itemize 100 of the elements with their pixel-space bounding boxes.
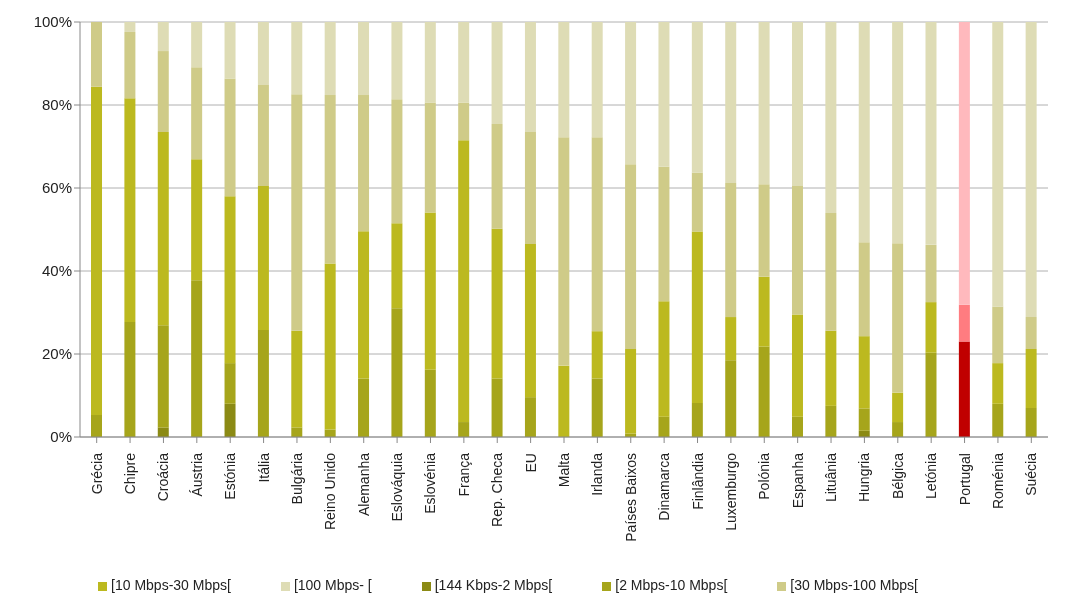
bar <box>825 330 837 406</box>
x-tick-label: Bélgica <box>889 452 906 499</box>
bar <box>191 159 203 281</box>
bar <box>892 243 904 393</box>
bar <box>257 22 269 86</box>
x-tick-label: Hungria <box>856 452 873 503</box>
x-tick-label: Rep. Checa <box>489 452 506 527</box>
bar <box>257 185 269 330</box>
bar <box>691 231 703 403</box>
x-tick-label: Países Baixos <box>622 453 639 542</box>
bar <box>958 22 970 305</box>
bar <box>424 369 436 437</box>
x-tick-label: Reino Unido <box>322 452 339 531</box>
y-tick-label: 40% <box>41 262 72 280</box>
bar <box>758 184 770 277</box>
bar <box>825 22 837 213</box>
bar <box>224 78 236 197</box>
bar <box>591 137 603 332</box>
bar <box>324 95 336 264</box>
legend-label: [2 Mbps-10 Mbps[ <box>615 577 728 593</box>
bar <box>524 244 536 398</box>
x-tick-label: Malta <box>556 452 572 488</box>
bar <box>191 67 203 160</box>
bar <box>858 22 870 243</box>
bar <box>691 402 703 437</box>
x-tick-label: EU <box>522 453 539 473</box>
bar <box>124 322 136 437</box>
bar <box>257 85 269 186</box>
bar <box>391 22 403 100</box>
bar <box>291 22 303 95</box>
bar <box>124 31 136 99</box>
x-tick-label: Finlândia <box>689 452 706 510</box>
bar <box>958 341 970 437</box>
bar <box>491 124 503 229</box>
bar <box>391 223 403 309</box>
x-tick-label: Polónia <box>756 452 773 500</box>
bar <box>491 378 503 437</box>
bar <box>591 22 603 138</box>
bar <box>191 280 203 437</box>
x-tick-label: Chipre <box>122 452 139 495</box>
bar <box>257 329 269 437</box>
bar <box>925 244 937 303</box>
bar <box>625 349 637 434</box>
bar <box>658 22 670 167</box>
bar <box>191 22 203 68</box>
bar <box>91 22 103 87</box>
bar <box>358 22 370 96</box>
bar <box>358 378 370 437</box>
x-tick-label: França <box>455 452 472 497</box>
bar <box>424 102 436 213</box>
bar <box>491 22 503 125</box>
bar <box>791 22 803 186</box>
bar <box>725 183 737 318</box>
bar <box>825 405 837 437</box>
bar <box>758 276 770 347</box>
x-tick-label: Alemanha <box>355 452 372 517</box>
bar <box>591 331 603 379</box>
bar <box>424 22 436 103</box>
bar <box>992 22 1004 307</box>
bar <box>291 427 303 437</box>
bar <box>491 228 503 379</box>
bar <box>524 22 536 132</box>
x-tick-label: Portugal <box>956 453 973 506</box>
bar <box>925 352 937 437</box>
bar <box>157 325 169 428</box>
bar <box>291 330 303 428</box>
x-tick-label: Lituânia <box>823 452 840 503</box>
bar <box>91 86 103 416</box>
bar <box>791 416 803 437</box>
bar <box>558 137 570 366</box>
bar <box>658 416 670 437</box>
bar <box>658 166 670 302</box>
bar <box>858 336 870 409</box>
bar <box>791 314 803 417</box>
bar <box>1025 22 1037 318</box>
bar <box>791 185 803 315</box>
bar <box>157 427 169 437</box>
bar <box>524 131 536 245</box>
bar <box>958 304 970 342</box>
y-tick-label: 0% <box>50 428 72 446</box>
bar <box>458 102 470 141</box>
bar <box>691 22 703 173</box>
bar <box>157 22 169 52</box>
x-tick-label: Irlanda <box>589 452 606 496</box>
legend-label: [10 Mbps-30 Mbps[ <box>111 577 231 593</box>
x-tick-label: Roménia <box>989 452 1006 510</box>
x-tick-label: Luxemburgo <box>722 452 739 531</box>
bar <box>658 301 670 417</box>
bar <box>224 363 236 404</box>
bar <box>625 22 637 165</box>
bar <box>925 22 937 245</box>
bar <box>892 392 904 423</box>
x-tick-label: Suécia <box>1023 452 1040 496</box>
bar <box>291 94 303 331</box>
bar <box>625 164 637 350</box>
bar <box>458 422 470 437</box>
bar <box>324 263 336 430</box>
bar <box>1025 349 1037 408</box>
bar <box>558 22 570 138</box>
x-tick-label: Croácia <box>155 452 172 502</box>
